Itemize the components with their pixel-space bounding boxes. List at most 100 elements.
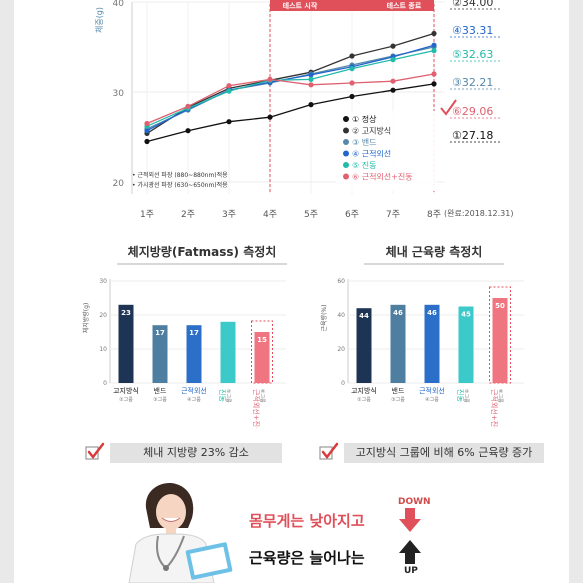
x-tick-label: 2주 [181,209,195,220]
page: 체중(g) 20 30 40 1주 2주 3주 4주 5주 6주 7주 8주 (완료:2018.12… [14,0,569,583]
group-label: ③그룹 [153,397,167,403]
series-point [349,66,355,72]
group-label: ⑤그룹 [225,389,231,403]
series-point [431,48,437,54]
group-label: ⑥그룹 [259,389,265,403]
series-point [308,72,314,78]
group-label: ②그룹 [357,397,371,403]
fat-chart-title: 체지방량(Fatmass) 측정치 [127,245,277,259]
legend-marker [343,150,349,157]
category-label: 밴드 [154,386,167,395]
bar [254,332,270,383]
category-label: 밴드 [392,386,405,395]
bar [424,304,440,383]
bar [152,325,168,383]
bar-value-label: 23 [121,309,131,317]
y-tick-label: 60 [337,278,345,285]
bar [118,304,134,383]
fat-bar-chart: 체지방량(g) 0 10 20 30 23 고지방식 ②그룹 17 밴드 ③그룹 17 근적외선 ④그룹 진… [82,278,286,428]
line-method-note-2: • 가시광선 파장 (630~650nm)적용 [132,181,228,189]
series-point [267,114,273,120]
x-tick-label: 6주 [345,209,359,220]
y-tick-label: 20 [337,346,345,353]
highlight-box [489,286,511,384]
bar-value-label: 15 [257,336,267,344]
series-point [349,93,355,100]
bar [356,308,372,383]
series-point [308,82,314,88]
legend-marker [343,116,349,122]
series-point [390,87,396,93]
series-point [185,103,191,109]
legend-label: ③ 밴드 [352,138,376,147]
legend-label: ① 정상 [352,114,377,124]
y-tick-label: 20 [99,312,107,319]
series-point [144,128,150,134]
y-tick-label: 20 [113,179,125,189]
group-label: ④그룹 [187,397,201,403]
bar [492,298,508,383]
muscle-bar-chart: 근육량(%) 0 20 40 60 44 고지방식 ②그룹 46 밴드 ③그룹 46 근적외선 ④그룹 45… [321,278,524,428]
bar [186,325,202,383]
fat-chart-title-banner: 체지방량(Fatmass) 측정치 [117,241,287,265]
group-label: ⑤그룹 [463,389,469,403]
category-label: 근적외선 [181,386,207,395]
slogan-weight-down: 몸무게는 낮아지고 [249,512,365,530]
bar-value-label: 46 [393,309,403,317]
bar-value-label: 45 [461,311,471,319]
test-end-label: 테스트 종료 [387,1,422,10]
group-label: ③그룹 [391,397,405,403]
series-point [431,81,437,87]
muscle-caption: 고지방식 그룹에 비해 6% 근육량 증가 [344,443,544,463]
end-value-label: ⑤32.63 [452,48,493,61]
group-label: ⑥그룹 [497,389,503,403]
category-label: 고지방식 [113,386,139,395]
series-point [185,128,191,134]
legend-marker [343,139,349,145]
legend-label: ⑥ 근적외선+진동 [352,172,413,182]
bar-value-label: 17 [189,329,199,337]
bar-ylabel: 체지방량(g) [82,303,90,334]
bar [458,306,474,383]
series-point [226,83,232,89]
series-line [146,73,435,125]
x-tick-label: 7주 [386,209,400,220]
check-icon [319,442,339,460]
category-label: 근적외선+진동 [490,389,499,428]
legend-box [336,111,436,191]
end-date-note: (완료:2018.12.31) [444,209,513,218]
series-line [146,83,435,143]
line-ylabel: 체중(g) [94,7,104,33]
series-point [390,43,396,49]
y-tick-label: 0 [341,380,345,387]
muscle-chart-title: 체내 근육량 측정치 [385,245,483,259]
bar-ylabel: 근육량(%) [321,305,328,332]
slogan-muscle-up: 근육량은 늘어나는 [249,549,365,567]
check-icon [440,99,457,116]
series-line [146,49,435,127]
arrow-down-icon [399,508,421,532]
series-point [349,53,355,59]
end-value-label: ④33.31 [452,24,493,37]
legend-marker [343,162,349,168]
category-label: 근적외선 [419,386,445,395]
end-value-label: ①27.18 [452,129,493,142]
category-label: 진동 [456,389,465,402]
weight-line-chart: 체중(g) 20 30 40 1주 2주 3주 4주 5주 6주 7주 8주 (완료:2018.12… [94,0,513,220]
category-label: 고지방식 [351,386,377,395]
series-point [349,80,355,86]
legend-label: ⑤ 진동 [352,160,376,170]
test-start-label: 테스트 시작 [283,1,318,10]
legend-marker [343,127,349,134]
series-point [431,71,437,77]
series-point [226,88,232,94]
series-point [267,76,273,82]
y-tick-label: 30 [113,89,125,99]
fat-caption: 체내 지방량 23% 감소 [110,443,282,463]
y-tick-label: 30 [99,278,107,285]
up-label: UP [404,566,418,576]
legend-marker [343,173,349,180]
bar-value-label: 50 [495,302,505,310]
bar [390,304,406,383]
category-label: 진동 [218,389,227,402]
